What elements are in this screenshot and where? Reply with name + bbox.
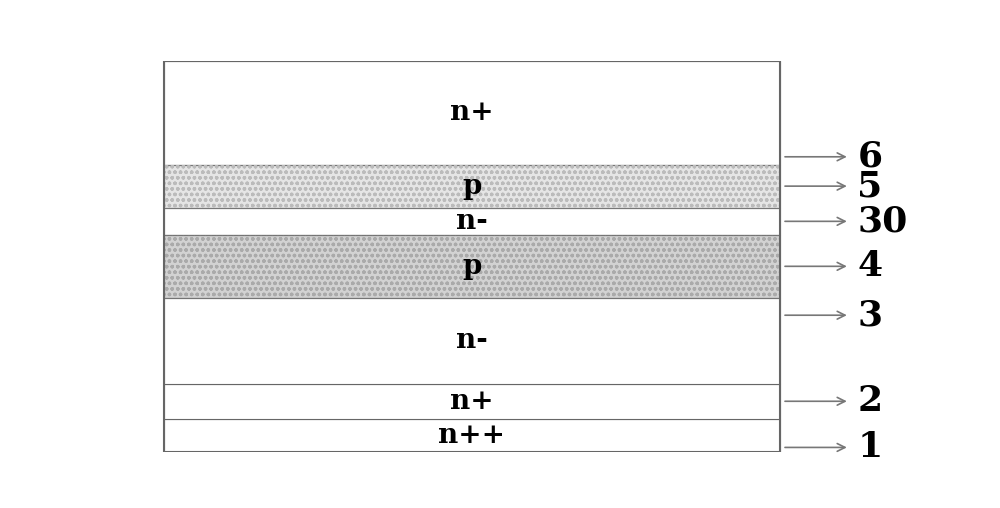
Bar (164, 61, 780, 165)
Text: p: p (462, 173, 482, 200)
Text: n-: n- (456, 208, 488, 235)
Text: 5: 5 (857, 169, 883, 203)
Text: 3: 3 (857, 298, 883, 332)
Text: 2: 2 (857, 384, 883, 418)
Text: n+: n+ (450, 99, 494, 126)
Text: 1: 1 (857, 430, 883, 464)
Bar (164, 419, 780, 452)
Bar (164, 384, 780, 419)
Bar (164, 208, 780, 235)
Bar (164, 298, 780, 384)
Text: 30: 30 (857, 204, 908, 238)
Bar (164, 165, 780, 208)
Bar (164, 165, 780, 208)
Bar (164, 235, 780, 298)
Text: 4: 4 (857, 249, 883, 283)
Bar (164, 235, 780, 298)
Bar (164, 61, 780, 452)
Text: 6: 6 (857, 140, 883, 174)
Text: n++: n++ (438, 422, 505, 449)
Text: n+: n+ (450, 388, 494, 415)
Text: p: p (462, 253, 482, 280)
Text: n-: n- (456, 327, 488, 354)
